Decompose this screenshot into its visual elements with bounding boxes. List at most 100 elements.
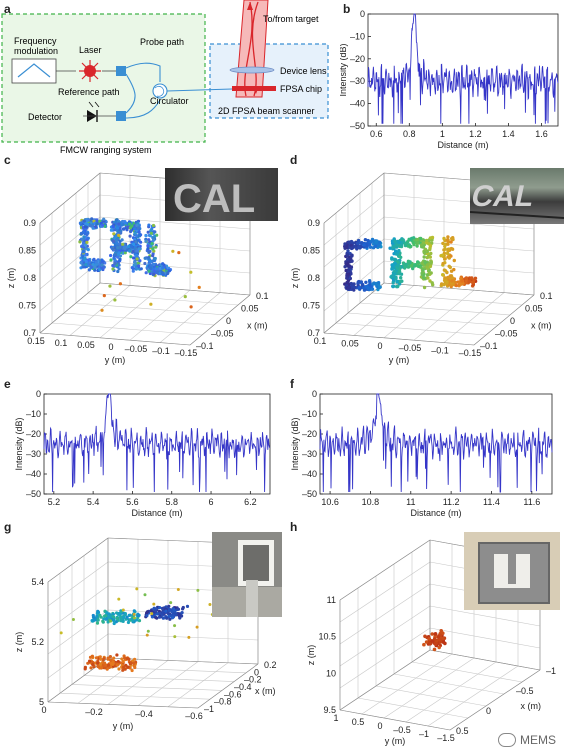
y-tick-label: –40: [302, 469, 317, 479]
x-tick-label: 0.1: [540, 291, 553, 301]
y-tick-label: –0.15: [175, 348, 198, 358]
point: [82, 219, 87, 223]
panel-letter-g: g: [4, 520, 12, 534]
x-tick-label: 6.2: [244, 497, 257, 507]
point: [133, 657, 137, 661]
box-edge: [383, 282, 535, 296]
x-tick-label: 1.2: [469, 129, 482, 139]
point: [122, 665, 126, 669]
point: [144, 271, 148, 275]
point: [425, 263, 430, 267]
point: [167, 269, 172, 273]
grid-line: [383, 216, 535, 230]
outlier-point: [145, 633, 149, 637]
z-axis-label: z (m): [14, 632, 24, 653]
z-tick-label: 0.8: [23, 273, 36, 283]
point: [80, 244, 84, 248]
point: [417, 264, 421, 269]
point: [165, 616, 169, 620]
point: [406, 265, 411, 269]
point: [133, 227, 137, 231]
outlier-point: [118, 282, 123, 286]
y-tick-label: –0.15: [459, 348, 482, 358]
point: [394, 243, 399, 247]
box-edge: [339, 649, 431, 711]
z-tick-label: 10: [326, 668, 336, 678]
point: [94, 260, 98, 264]
point: [115, 653, 119, 657]
point: [90, 217, 94, 221]
point: [357, 245, 361, 249]
y-tick-label: –50: [350, 121, 365, 131]
intensity-trace: [367, 13, 559, 124]
z-tick-label: 11: [327, 595, 336, 605]
point: [114, 235, 118, 239]
point: [129, 229, 133, 234]
point: [408, 238, 413, 242]
outlier-point: [71, 618, 75, 622]
point: [111, 247, 115, 251]
point: [135, 223, 139, 228]
panel-letter-f: f: [290, 377, 294, 391]
point: [103, 261, 107, 265]
photo-cal-target: CAL: [165, 168, 278, 221]
y-tick-label: –30: [26, 449, 41, 459]
panel-letter-c: c: [4, 153, 11, 167]
y-tick-label: –0.6: [185, 711, 203, 721]
point: [95, 614, 99, 618]
z-tick-label: 9.5: [323, 705, 336, 715]
point: [147, 250, 151, 254]
point: [427, 238, 431, 243]
point: [137, 619, 142, 623]
point: [100, 263, 104, 267]
point: [134, 240, 138, 244]
point: [378, 285, 382, 289]
y-tick-label: –20: [26, 429, 41, 439]
x-axis-label: x (m): [247, 321, 268, 331]
point: [397, 240, 402, 244]
point: [430, 639, 435, 643]
z-tick-label: 5.2: [31, 637, 44, 647]
point: [428, 264, 432, 269]
x-axis-label: Distance (m): [437, 140, 488, 150]
point: [132, 256, 136, 260]
point: [357, 285, 362, 290]
grid-line: [167, 662, 229, 708]
photo-cal-letters-angled: CAL: [470, 180, 537, 213]
point: [121, 242, 125, 246]
x-tick-label: –0.1: [196, 341, 214, 351]
point: [122, 227, 126, 231]
point: [133, 246, 137, 250]
box-edge: [189, 294, 251, 346]
x-tick-label: –1: [546, 666, 556, 676]
point: [135, 618, 139, 622]
point: [353, 285, 357, 290]
point: [404, 241, 408, 246]
point: [136, 226, 140, 230]
outlier-point: [173, 635, 177, 639]
point: [168, 617, 172, 621]
label-2d-scanner: 2D FPSA beam scanner: [218, 106, 315, 116]
y-axis-label: Intensity (dB): [290, 417, 300, 470]
label-probe-path: Probe path: [140, 37, 184, 47]
x-axis-label: x (m): [531, 321, 552, 331]
point: [134, 233, 138, 238]
point: [427, 636, 431, 641]
point: [113, 261, 117, 265]
y-tick-label: –50: [26, 489, 41, 499]
grid-line: [75, 302, 227, 316]
point: [161, 616, 165, 620]
x-tick-label: 10.6: [321, 497, 339, 507]
point: [148, 259, 152, 263]
z-tick-label: 0.7: [307, 328, 320, 338]
point: [390, 256, 394, 260]
x-tick-label: 5.4: [87, 497, 100, 507]
point: [102, 217, 106, 221]
point: [108, 655, 112, 659]
point: [132, 242, 136, 246]
y-tick-label: –1.5: [437, 733, 455, 743]
point: [177, 612, 181, 616]
y-tick-label: 0: [377, 721, 382, 731]
grid-line: [59, 692, 211, 700]
point: [124, 663, 128, 667]
